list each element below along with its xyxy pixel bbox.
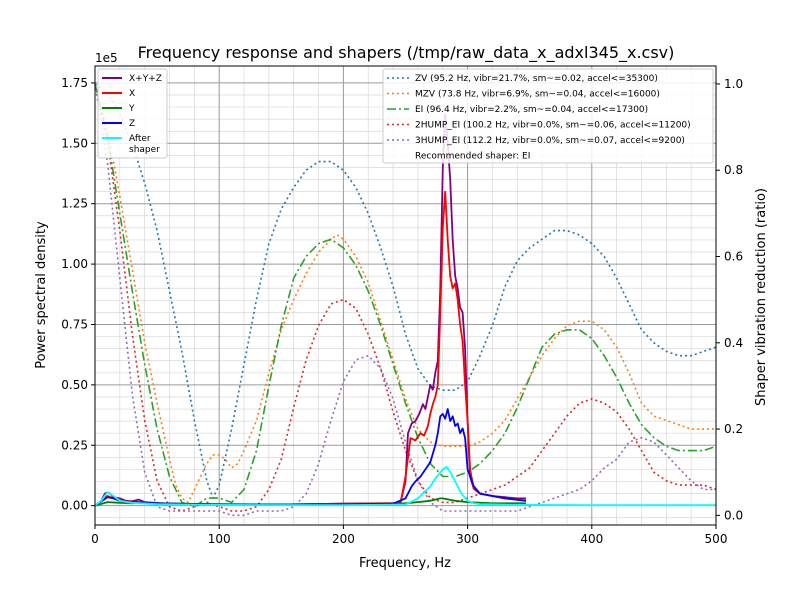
- legend-shaper-label: 3HUMP_EI (112.2 Hz, vibr=0.0%, sm~=0.07,…: [415, 136, 685, 146]
- legend-psd-box: [97, 68, 168, 159]
- y2-tick-label: 1.0: [724, 77, 743, 91]
- x-tick-label: 300: [456, 532, 479, 546]
- legend-psd-label: Y: [128, 104, 135, 114]
- x-tick-label: 400: [580, 532, 603, 546]
- y-tick-label: 1.25: [61, 197, 88, 211]
- y2-tick-label: 0.8: [724, 163, 743, 177]
- y-tick-label: 1.75: [61, 76, 88, 90]
- y-tick-label: 0.75: [61, 317, 88, 331]
- x-tick-label: 100: [208, 532, 231, 546]
- chart-title: Frequency response and shapers (/tmp/raw…: [138, 43, 675, 63]
- legend-psd-label: X: [129, 89, 135, 99]
- legend-shaper-label: MZV (73.8 Hz, vibr=6.9%, sm~=0.04, accel…: [415, 90, 660, 100]
- y-axis-label: Power spectral density: [34, 221, 49, 369]
- x-tick-label: 0: [91, 532, 99, 546]
- psd-lines: [94, 113, 716, 507]
- y-tick-label: 0.00: [61, 499, 88, 513]
- y-offset-text: 1e5: [95, 51, 118, 65]
- x-axis-label: Frequency, Hz: [359, 556, 451, 571]
- series-line: [94, 466, 716, 507]
- y2-tick-label: 0.2: [724, 422, 743, 436]
- y2-axis-ticks: 0.0 0.2 0.4 0.6 0.8 1.0: [716, 77, 743, 522]
- x-tick-label: 200: [332, 532, 355, 546]
- y-tick-label: 1.50: [61, 136, 88, 150]
- legend-psd: X+Y+Z XYZ After shaper: [97, 68, 168, 159]
- y-tick-label: 1.00: [61, 257, 88, 271]
- series-line: [94, 83, 716, 517]
- legend-psd-label: After shaper: [129, 134, 160, 155]
- y2-tick-label: 0.0: [724, 508, 743, 522]
- legend-shaper-label: ZV (95.2 Hz, vibr=21.7%, sm~=0.02, accel…: [415, 74, 658, 84]
- series-line: [94, 113, 526, 507]
- legend-shapers-box: [382, 68, 714, 164]
- y-tick-label: 0.50: [61, 378, 88, 392]
- recommended-shaper-annotation: Recommended shaper: EI: [415, 152, 530, 162]
- legend-shaper-label: 2HUMP_EI (100.2 Hz, vibr=0.0%, sm~=0.06,…: [415, 121, 691, 131]
- series-line: [94, 83, 716, 504]
- y2-axis-label: Shaper vibration reduction (ratio): [754, 188, 769, 406]
- y-axis-ticks: 0.00 0.25 0.50 0.75 1.00 1.25 1.50 1.75: [61, 76, 95, 513]
- y2-tick-label: 0.6: [724, 250, 743, 264]
- plot-frame: [94, 65, 717, 526]
- y2-tick-label: 0.4: [724, 336, 743, 350]
- x-axis-ticks: 0 100 200 300 400 500: [91, 525, 727, 546]
- y-tick-label: 0.25: [61, 438, 88, 452]
- minor-grid: [95, 66, 716, 525]
- series-line: [94, 83, 717, 499]
- legend-psd-label: Z: [129, 119, 135, 129]
- x-tick-label: 500: [705, 532, 728, 546]
- legend-shapers: ZV (95.2 Hz, vibr=21.7%, sm~=0.02, accel…: [382, 68, 714, 164]
- legend-shaper-label: EI (96.4 Hz, vibr=2.2%, sm~=0.04, accel<…: [415, 105, 648, 115]
- legend-psd-label: X+Y+Z: [129, 74, 162, 84]
